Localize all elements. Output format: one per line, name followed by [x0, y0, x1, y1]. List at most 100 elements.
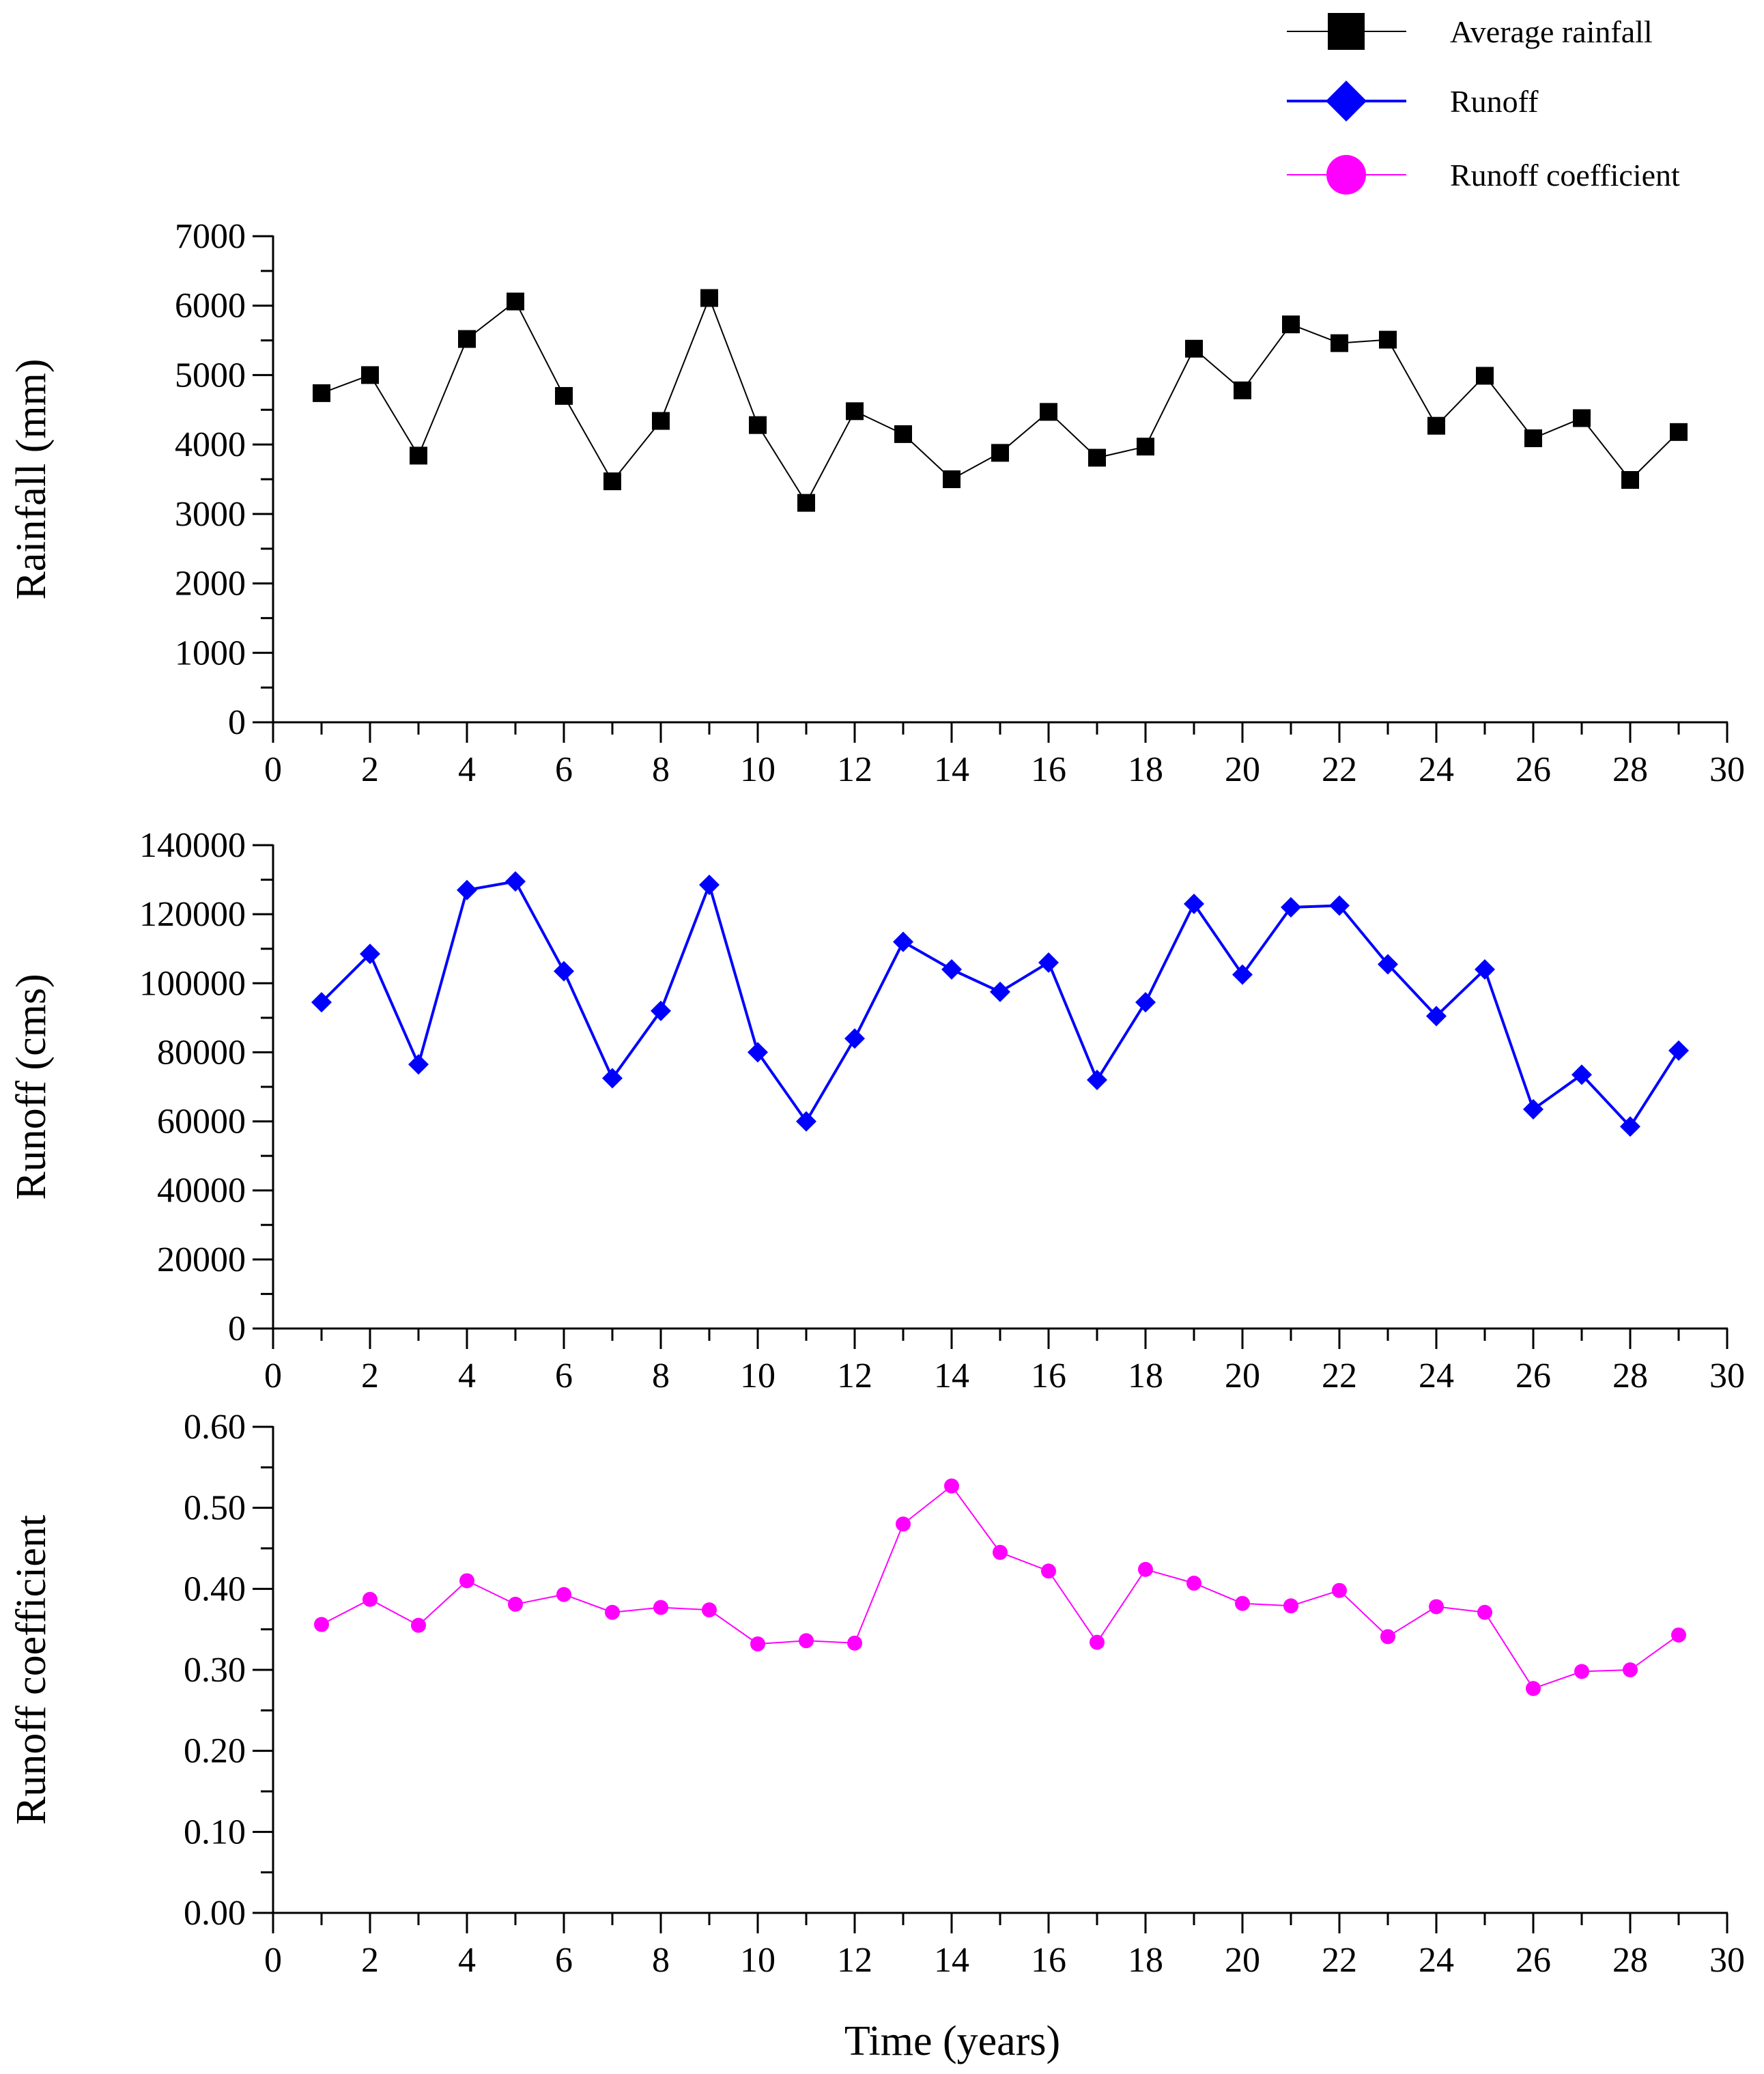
data-point-square [555, 386, 573, 405]
data-point-square [1088, 449, 1106, 467]
x-tick-label: 28 [1612, 1941, 1648, 1980]
data-point-square [1427, 416, 1445, 435]
data-point-circle [1574, 1664, 1589, 1679]
data-point-circle [411, 1617, 426, 1633]
data-point-circle [459, 1573, 474, 1589]
x-tick-label: 0 [264, 1356, 282, 1395]
data-point-diamond [457, 879, 477, 900]
data-point-diamond [1523, 1098, 1544, 1120]
y-axis-title: Rainfall (mm) [8, 359, 55, 600]
x-tick-label: 16 [1031, 750, 1066, 789]
data-point-square [507, 292, 524, 311]
legend: Average rainfall Runoff Runoff coefficie… [1287, 13, 1680, 195]
y-tick-label: 100000 [139, 964, 246, 1003]
data-point-square [700, 289, 718, 307]
data-point-circle [799, 1633, 814, 1649]
x-tick-label: 16 [1031, 1356, 1066, 1395]
series-line [321, 297, 1679, 504]
y-tick-label: 0.60 [184, 1408, 246, 1447]
data-point-diamond [408, 1054, 429, 1075]
data-point-circle [944, 1478, 959, 1494]
y-tick-label: 60000 [157, 1103, 246, 1141]
x-tick-label: 12 [837, 1941, 872, 1980]
data-point-square [1573, 409, 1591, 427]
x-tick-label: 6 [555, 1356, 573, 1395]
x-tick-label: 26 [1516, 750, 1551, 789]
x-tick-label: 28 [1612, 1356, 1648, 1395]
data-point-circle [556, 1587, 571, 1602]
x-tick-label: 0 [264, 750, 282, 789]
x-tick-label: 20 [1225, 1356, 1260, 1395]
data-point-diamond [893, 931, 913, 952]
data-point-circle [1429, 1599, 1444, 1615]
data-point-circle [1332, 1582, 1347, 1598]
data-point-diamond [1038, 952, 1059, 973]
data-point-square [1331, 334, 1348, 352]
y-tick-label: 140000 [139, 826, 246, 865]
x-tick-label: 2 [361, 1356, 379, 1395]
y-tick-label: 0 [228, 1309, 246, 1348]
data-point-square [410, 446, 427, 465]
x-tick-label: 4 [458, 1941, 476, 1980]
data-point-diamond [844, 1028, 865, 1049]
data-point-diamond [1571, 1064, 1592, 1085]
data-point-square [1137, 438, 1154, 456]
data-point-circle [847, 1635, 862, 1651]
x-tick-label: 10 [740, 1356, 776, 1395]
data-point-square [1282, 315, 1300, 334]
y-axis-title: Runoff (cms) [8, 974, 55, 1199]
y-tick-label: 120000 [139, 895, 246, 934]
x-tick-label: 30 [1709, 1941, 1745, 1980]
data-point-circle [993, 1544, 1008, 1560]
data-point-circle [1138, 1561, 1153, 1577]
x-tick-label: 12 [837, 1356, 872, 1395]
data-point-square [846, 402, 864, 421]
y-tick-label: 2000 [175, 565, 246, 603]
rainfall-panel: 0 2 4 6 8 10 12 14 16 18 20 22 24 26 28 300100020003000… [8, 217, 1745, 789]
data-point-square [1476, 367, 1494, 385]
x-tick-label: 24 [1419, 750, 1454, 789]
legend-item-runoff: Runoff [1287, 81, 1539, 122]
data-point-diamond [1668, 1040, 1689, 1061]
x-tick-label: 2 [361, 750, 379, 789]
legend-label-runoff: Runoff [1450, 84, 1539, 119]
data-point-diamond [699, 875, 720, 896]
y-tick-label: 0.20 [184, 1732, 246, 1771]
x-tick-label: 8 [652, 750, 670, 789]
y-tick-label: 6000 [175, 287, 246, 326]
data-point-square [1524, 429, 1542, 447]
x-tick-label: 28 [1612, 750, 1648, 789]
legend-item-average-rainfall: Average rainfall [1287, 13, 1653, 50]
data-point-square [652, 412, 670, 430]
data-point-square [1379, 330, 1397, 349]
data-point-diamond [1475, 959, 1495, 980]
y-tick-label: 0.10 [184, 1813, 246, 1851]
x-tick-label: 16 [1031, 1941, 1066, 1980]
data-point-diamond [1378, 954, 1398, 975]
data-point-diamond [1135, 992, 1156, 1013]
data-point-square [1185, 339, 1203, 358]
x-tick-label: 26 [1516, 1356, 1551, 1395]
x-tick-label: 20 [1225, 750, 1260, 789]
x-tick-label: 10 [740, 1941, 776, 1980]
y-tick-label: 4000 [175, 425, 246, 464]
data-point-diamond [602, 1068, 623, 1089]
data-point-square [313, 384, 330, 402]
data-point-circle [702, 1602, 717, 1618]
y-tick-label: 0.00 [184, 1894, 246, 1933]
x-tick-label: 14 [934, 1356, 969, 1395]
data-point-diamond [1184, 893, 1204, 914]
data-point-diamond [1232, 964, 1253, 985]
y-tick-label: 1000 [175, 634, 246, 672]
y-tick-label: 0 [228, 703, 246, 742]
y-tick-label: 3000 [175, 495, 246, 534]
data-point-circle [1235, 1595, 1250, 1611]
x-tick-label: 22 [1322, 1356, 1357, 1395]
y-tick-label: 5000 [175, 356, 246, 395]
x-tick-label: 6 [555, 750, 573, 789]
data-point-square [1670, 423, 1688, 441]
data-point-square [797, 494, 815, 512]
x-tick-label: 8 [652, 1941, 670, 1980]
runoff-panel: 0 2 4 6 8 10 12 14 16 18 20 22 24 26 28 300200004000060… [8, 826, 1745, 1395]
data-point-square [361, 366, 379, 384]
